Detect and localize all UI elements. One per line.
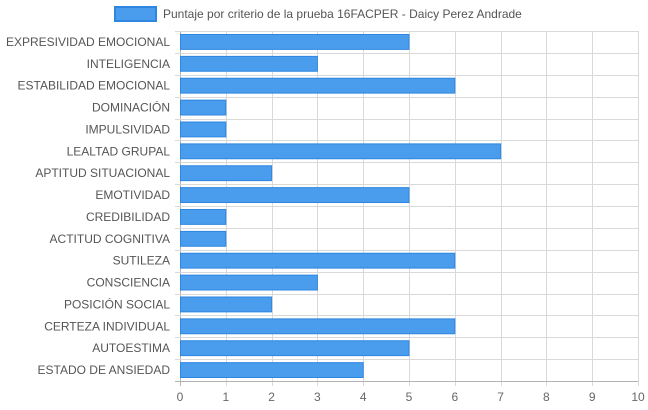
category-label: APTITUD SITUACIONAL (35, 166, 170, 180)
category-label: AUTOESTIMA (92, 341, 170, 355)
x-tick-label: 6 (451, 390, 458, 404)
bar[interactable] (180, 340, 410, 357)
x-tick-label: 3 (314, 390, 321, 404)
x-tick-label: 4 (360, 390, 367, 404)
bars (180, 34, 502, 378)
bar[interactable] (180, 77, 456, 94)
category-label: CONSCIENCIA (87, 276, 170, 290)
category-label: EXPRESIVIDAD EMOCIONAL (6, 35, 170, 49)
bar[interactable] (180, 274, 318, 291)
bar[interactable] (180, 121, 227, 138)
bar[interactable] (180, 143, 502, 160)
x-tick-label: 0 (177, 390, 184, 404)
bar[interactable] (180, 362, 364, 378)
category-label: CERTEZA INDIVIDUAL (44, 319, 170, 333)
bar[interactable] (180, 230, 227, 247)
category-label: SUTILEZA (113, 254, 170, 268)
category-label: POSICIÓN SOCIAL (64, 296, 170, 311)
category-label: ESTABILIDAD EMOCIONAL (18, 79, 171, 93)
legend[interactable]: Puntaje por criterio de la prueba 16FACP… (114, 6, 522, 22)
bar[interactable] (180, 187, 410, 203)
bar[interactable] (180, 55, 318, 72)
category-label: CREDIBILIDAD (86, 210, 170, 224)
x-tick-label: 2 (268, 390, 275, 404)
legend-label[interactable]: Puntaje por criterio de la prueba 16FACP… (163, 7, 522, 21)
category-label: EMOTIVIDAD (95, 188, 170, 202)
category-label: INTELIGENCIA (87, 57, 170, 71)
bar[interactable] (180, 165, 273, 182)
legend-swatch[interactable] (114, 6, 157, 22)
bar[interactable] (180, 34, 410, 50)
x-tick-label: 10 (631, 390, 645, 404)
bar[interactable] (180, 296, 273, 313)
bar[interactable] (180, 99, 227, 116)
x-tick-label: 9 (589, 390, 596, 404)
x-tick-label: 5 (406, 390, 413, 404)
category-label: ESTADO DE ANSIEDAD (38, 363, 171, 377)
x-tick-label: 8 (543, 390, 550, 404)
x-axis-tick-labels: 0 1 2 3 4 5 6 7 8 9 10 (177, 390, 645, 404)
x-tick-label: 7 (497, 390, 504, 404)
bar[interactable] (180, 252, 456, 269)
category-label: LEALTAD GRUPAL (67, 144, 171, 158)
category-label: DOMINACIÓN (92, 100, 170, 115)
category-label: IMPULSIVIDAD (85, 122, 170, 136)
x-tick-label: 1 (222, 390, 229, 404)
bar[interactable] (180, 209, 227, 225)
category-labels: EXPRESIVIDAD EMOCIONAL INTELIGENCIA ESTABI… (6, 35, 170, 377)
category-label: ACTITUD COGNITIVA (50, 232, 170, 246)
bar[interactable] (180, 318, 456, 335)
